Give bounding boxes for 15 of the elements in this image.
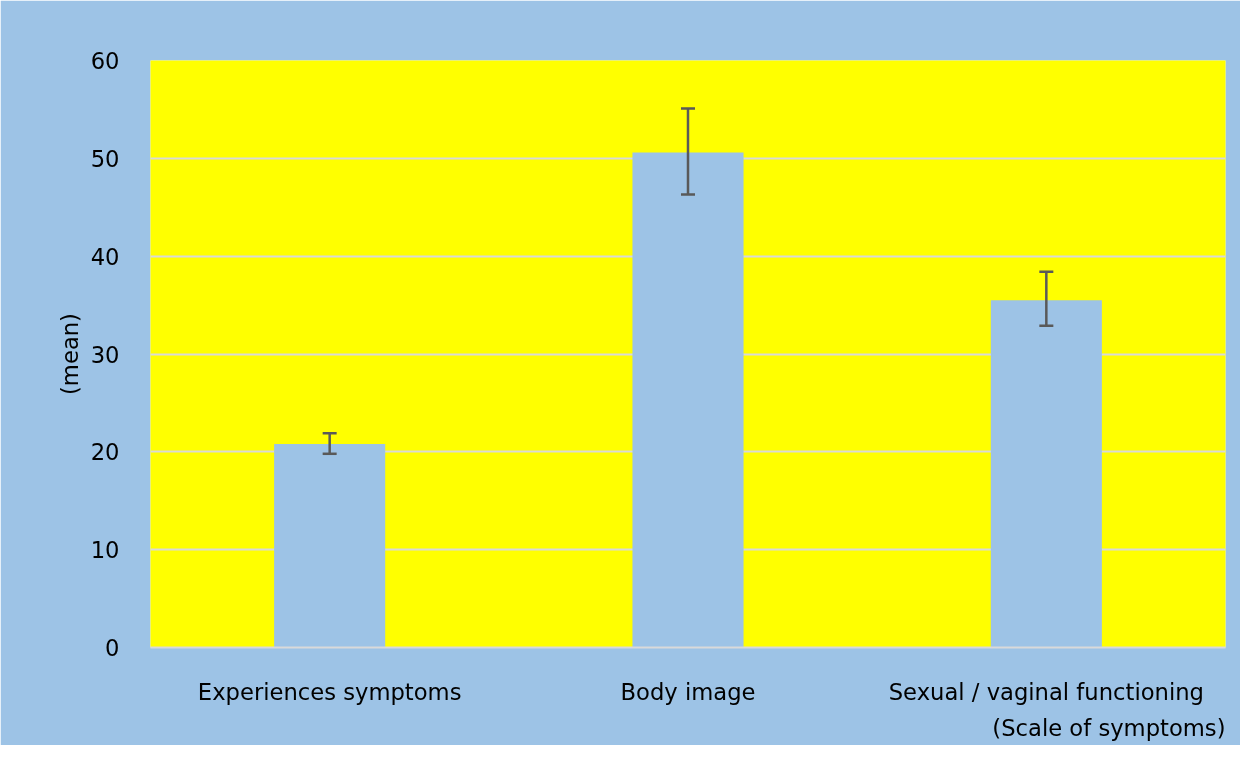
bar [632,152,744,648]
y-tick-label: 60 [90,48,120,74]
y-axis-title: (mean) [56,313,83,395]
y-tick-label: 10 [90,537,120,564]
y-tick-label: 40 [90,243,120,270]
bar [990,300,1102,648]
x-tick-label: Body image [620,678,756,705]
x-tick-label: Experiences symptoms [197,678,462,705]
y-tick-label: 30 [90,341,120,368]
y-tick-label: 0 [105,635,120,661]
y-tick-label: 50 [90,145,120,172]
bar [274,444,386,648]
x-axis-title: (Scale of symptoms) [992,714,1226,741]
y-tick-label: 20 [90,439,120,466]
x-tick-label: Sexual / vaginal functioning [888,678,1204,705]
